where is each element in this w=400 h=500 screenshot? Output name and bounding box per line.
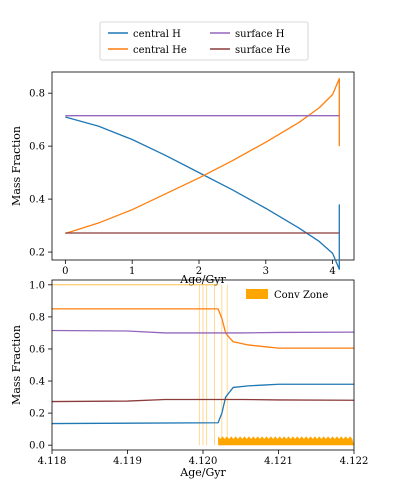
chart-bottom-xtick-label: 4.120 — [189, 456, 218, 467]
legend-top: central H central He surface H surface H… — [99, 21, 309, 61]
chart-top-xtick-label: 0 — [62, 266, 68, 277]
chart-top-ylabel: Mass Fraction — [10, 126, 23, 206]
chart-bottom-line-surface-h — [51, 329, 355, 334]
chart-bottom: 4.118 4.119 4.120 4.121 4.122 0.0 0.2 0.4 0.6 0.8… — [10, 279, 368, 479]
legend-central-he-label: central He — [133, 45, 187, 56]
chart-bottom-line-surface-he — [51, 398, 355, 403]
chart-bottom-xtick-label: 4.122 — [340, 456, 369, 467]
legend-surface-he-label: surface He — [235, 45, 290, 56]
legend-top-frame — [99, 21, 309, 61]
chart-bottom-ytick-label: 0.4 — [29, 377, 45, 388]
chart-top-xlabel: Age/Gyr — [179, 273, 226, 286]
chart-top-ytick-label: 0.4 — [29, 195, 45, 206]
chart-bottom-line-central-h — [51, 383, 354, 425]
chart-top-xtick-label: 1 — [129, 266, 135, 277]
chart-bottom-ytick-label: 0.2 — [29, 409, 45, 420]
chart-top-ytick-label: 0.6 — [29, 142, 45, 153]
chart-top: 0 1 2 3 4 0.2 0.4 0.6 0.8 Age/Gyr Mass Fraction — [10, 71, 355, 286]
chart-bottom-ytick-label: 0.6 — [29, 344, 45, 355]
conv-zone-band — [218, 436, 354, 446]
chart-top-ticks: 0 1 2 3 4 0.2 0.4 0.6 0.8 — [29, 89, 336, 277]
chart-bottom-xtick-label: 4.118 — [38, 456, 67, 467]
chart-bottom-xtick-label: 4.121 — [264, 456, 293, 467]
chart-top-ytick-label: 0.2 — [29, 248, 45, 259]
chart-bottom-line-central-he — [52, 308, 354, 349]
chart-top-xtick-label: 2 — [196, 266, 202, 277]
chart-bottom-ytick-label: 1.0 — [29, 280, 45, 291]
chart-bottom-conv-zone — [52, 284, 354, 446]
chart-top-ytick-label: 0.8 — [29, 89, 45, 100]
chart-bottom-xlabel: Age/Gyr — [179, 466, 226, 479]
chart-top-frame — [51, 71, 355, 261]
chart-bottom-ylabel: Mass Fraction — [10, 325, 23, 405]
chart-bottom-ytick-label: 0.0 — [29, 441, 45, 452]
legend-conv-zone-label: Conv Zone — [274, 290, 328, 301]
chart-top-line-central-h — [65, 116, 340, 270]
chart-bottom-ticks: 4.118 4.119 4.120 4.121 4.122 0.0 0.2 0.4 0.6 0.8… — [29, 280, 368, 467]
legend-conv-zone-swatch — [246, 289, 268, 299]
chart-bottom-series — [51, 308, 355, 425]
chart-top-series — [65, 77, 340, 270]
chart-top-xtick-label: 4 — [329, 266, 335, 277]
chart-top-line-central-he — [65, 77, 340, 235]
legend-central-h-label: central H — [133, 29, 181, 40]
legend-surface-h-label: surface H — [235, 29, 285, 40]
chart-bottom-xtick-label: 4.119 — [113, 456, 142, 467]
chart-bottom-ytick-label: 0.8 — [29, 312, 45, 323]
chart-top-xtick-label: 3 — [263, 266, 269, 277]
